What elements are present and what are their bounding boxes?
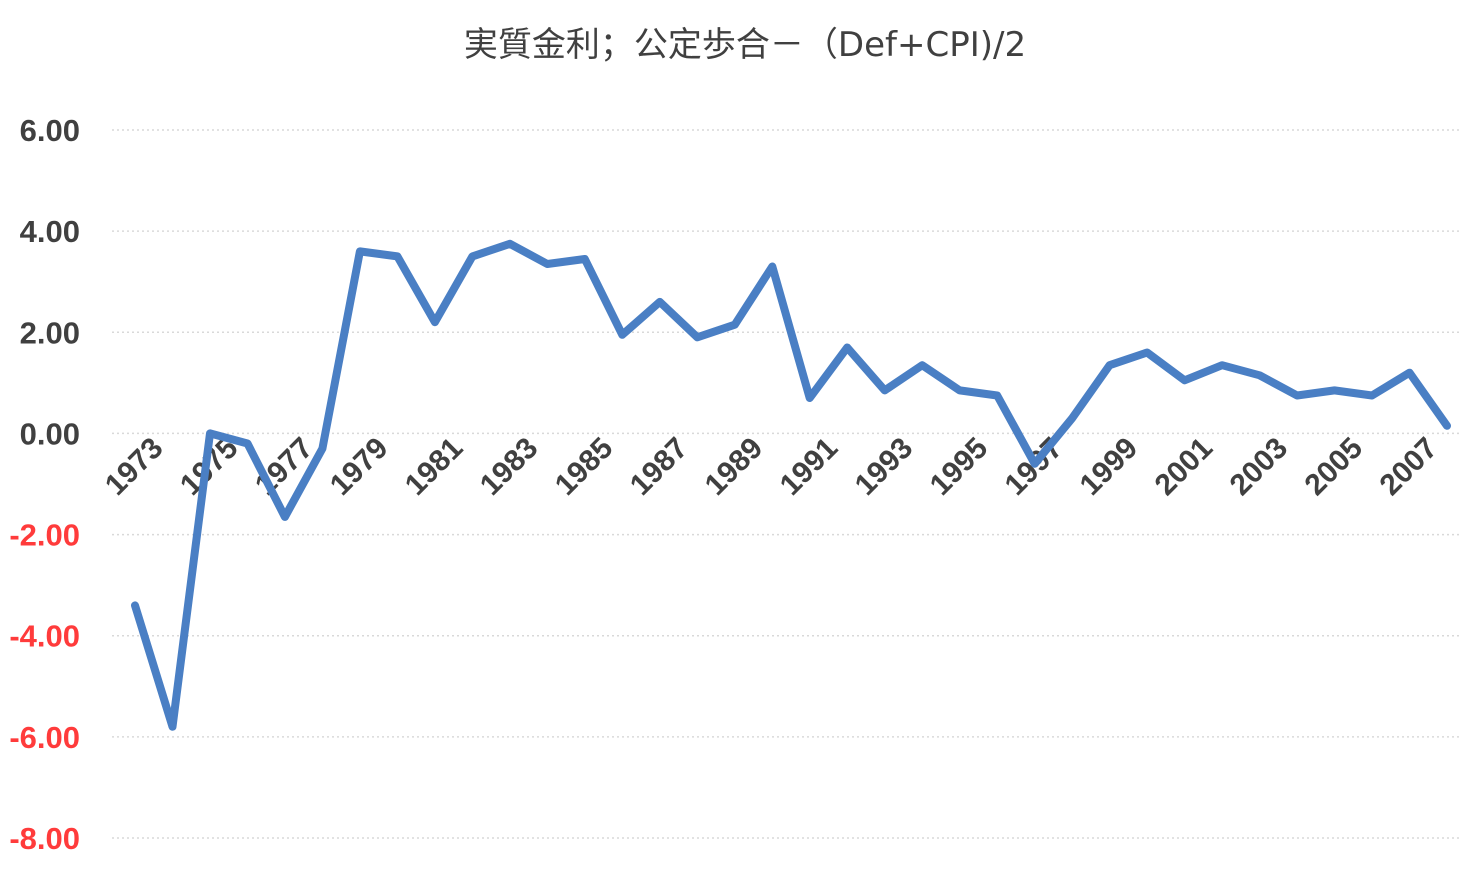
y-tick-label: -2.00 [9,518,80,553]
x-tick-label: 1999 [1074,431,1145,502]
x-tick-label: 1979 [324,431,395,502]
x-tick-label: 1995 [924,431,995,502]
x-tick-label: 1983 [474,431,545,502]
x-tick-label: 2007 [1374,431,1445,502]
y-axis: 6.00 4.00 2.00 0.00 -2.00 -4.00 -6.00 -8.00 [9,113,80,856]
x-tick-label: 1993 [849,431,920,502]
x-tick-label: 1989 [699,431,770,502]
y-tick-label: 0.00 [20,416,80,451]
x-tick-label: 1973 [99,431,170,502]
y-tick-label: -4.00 [9,619,80,654]
y-tick-label: 6.00 [20,113,80,148]
x-tick-label: 2001 [1149,431,1220,502]
x-tick-label: 1985 [549,431,620,502]
x-tick-label: 2005 [1299,431,1370,502]
y-tick-label: 4.00 [20,214,80,249]
x-tick-label: 1991 [774,431,845,502]
series-line [131,239,1451,731]
x-tick-label: 2003 [1224,431,1295,502]
chart-title: 実質金利；公定歩合－（Def+CPI)/2 [464,25,1026,65]
x-tick-label: 1981 [399,431,470,502]
y-tick-label: -8.00 [9,821,80,856]
x-tick-label: 1987 [624,431,695,502]
y-tick-label: 2.00 [20,315,80,350]
y-tick-label: -6.00 [9,720,80,755]
